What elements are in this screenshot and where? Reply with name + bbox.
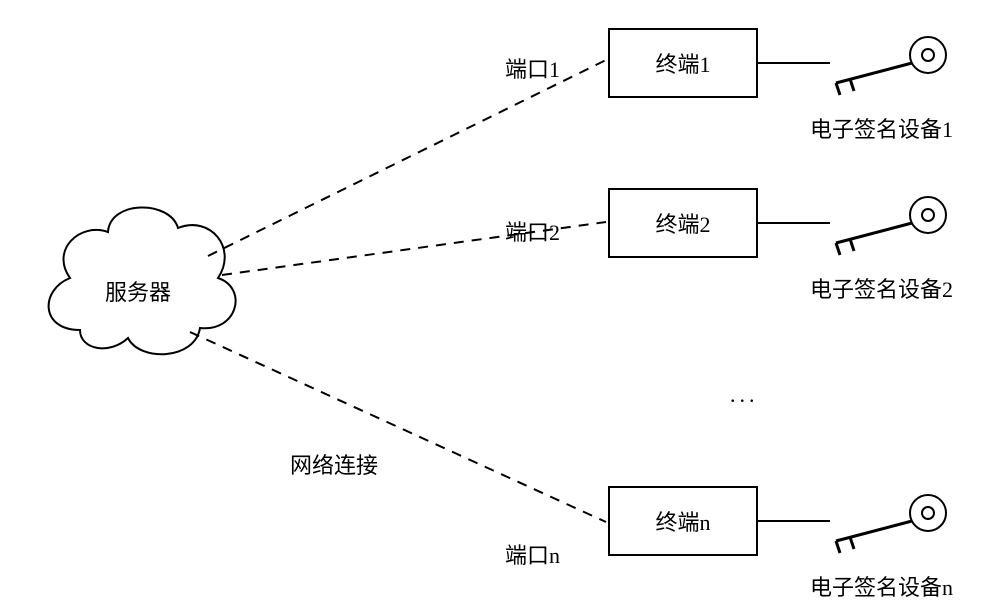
key-label-n: 电子签名设备n [810,570,953,602]
key-label-2: 电子签名设备2 [810,272,953,304]
key-label-1: 电子签名设备1 [810,112,953,144]
key-icon-1 [836,37,946,95]
key-icon-n [836,495,946,553]
key-icon-2 [836,197,946,255]
